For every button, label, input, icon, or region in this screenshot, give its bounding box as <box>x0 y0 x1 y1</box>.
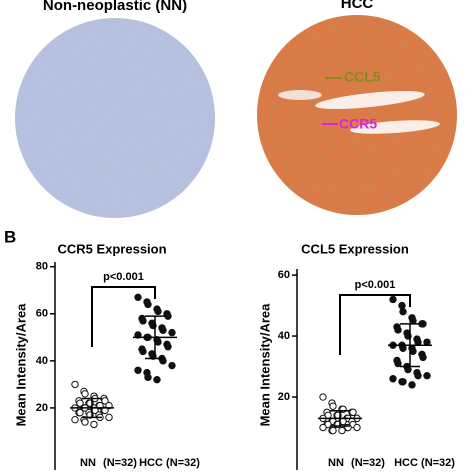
data-point <box>159 357 167 365</box>
x-tick-label: HCC <box>394 457 418 469</box>
data-point <box>398 301 406 310</box>
data-point <box>408 381 416 389</box>
y-tick-label: 40 <box>278 330 290 342</box>
ccr5-label: CCR5 <box>339 116 377 132</box>
data-point <box>153 375 161 384</box>
n-label: (N=32) <box>421 457 455 469</box>
panel-label: B <box>4 227 16 246</box>
data-point <box>101 406 109 414</box>
data-point <box>81 390 89 398</box>
nn-texture <box>15 18 215 218</box>
y-tick-label: 60 <box>278 269 290 281</box>
data-point <box>105 413 113 422</box>
data-point <box>329 426 337 435</box>
n-label: (N=32) <box>351 457 385 469</box>
y-tick-label: 60 <box>36 308 48 320</box>
ccl5-label: CCL5 <box>344 69 381 85</box>
n-label: (N=32) <box>166 457 200 469</box>
data-point <box>76 408 84 417</box>
data-point <box>419 320 427 328</box>
data-point <box>81 418 89 426</box>
p-value: p<0.001 <box>355 279 396 291</box>
data-point <box>139 347 147 356</box>
data-point <box>164 343 172 351</box>
data-point <box>399 344 407 352</box>
data-point <box>349 408 357 416</box>
y-tick-label: 80 <box>36 261 48 273</box>
data-point <box>389 375 397 383</box>
data-point <box>399 307 407 316</box>
data-point <box>319 423 327 432</box>
chart-title: CCL5 Expression <box>301 241 409 256</box>
vessel <box>278 90 322 100</box>
y-tick-label: 20 <box>36 402 48 414</box>
y-axis-label: Mean Intensity/Area <box>13 303 28 427</box>
data-point <box>76 399 84 407</box>
p-value: p<0.001 <box>103 271 144 283</box>
data-point <box>164 312 172 320</box>
data-point <box>144 373 152 382</box>
y-tick-label: 20 <box>278 391 290 403</box>
data-point <box>90 420 98 429</box>
data-point <box>394 326 402 334</box>
data-point <box>423 371 431 380</box>
n-label: (N=32) <box>103 457 137 469</box>
data-point <box>144 300 152 309</box>
data-point <box>419 353 427 362</box>
data-point <box>409 347 417 356</box>
data-point <box>159 326 167 334</box>
data-point <box>134 366 142 374</box>
data-point <box>353 423 361 432</box>
data-point <box>389 295 397 304</box>
data-point <box>414 371 422 380</box>
data-point <box>154 307 162 316</box>
panel-title: HCC <box>341 0 374 12</box>
chart-title: CCR5 Expression <box>57 241 166 256</box>
data-point <box>399 378 407 386</box>
y-axis-label: Mean Intensity/Area <box>257 303 272 427</box>
y-tick-label: 40 <box>36 355 48 367</box>
x-tick-label: NN <box>80 457 96 469</box>
data-point <box>105 401 113 410</box>
data-point <box>329 402 337 410</box>
data-point <box>404 365 412 374</box>
vessel <box>315 90 425 110</box>
hcc-texture <box>257 15 457 215</box>
vessel <box>350 120 440 134</box>
data-point <box>319 393 327 401</box>
data-point <box>101 397 109 405</box>
data-point <box>154 338 162 346</box>
data-point <box>409 317 417 325</box>
data-point <box>423 338 431 346</box>
data-point <box>338 426 346 435</box>
data-point <box>134 293 142 302</box>
data-point <box>139 317 147 325</box>
panel-title: Non-neoplastic (NN) <box>43 0 187 14</box>
data-point <box>71 380 79 389</box>
data-point <box>71 415 79 424</box>
data-point <box>394 359 402 368</box>
x-tick-label: HCC <box>139 457 163 469</box>
data-point <box>168 361 176 370</box>
data-point <box>168 328 176 337</box>
data-point <box>134 331 142 339</box>
significance-bracket <box>339 294 411 355</box>
data-point <box>414 338 422 346</box>
significance-bracket <box>91 286 156 347</box>
x-tick-label: NN <box>328 457 344 469</box>
